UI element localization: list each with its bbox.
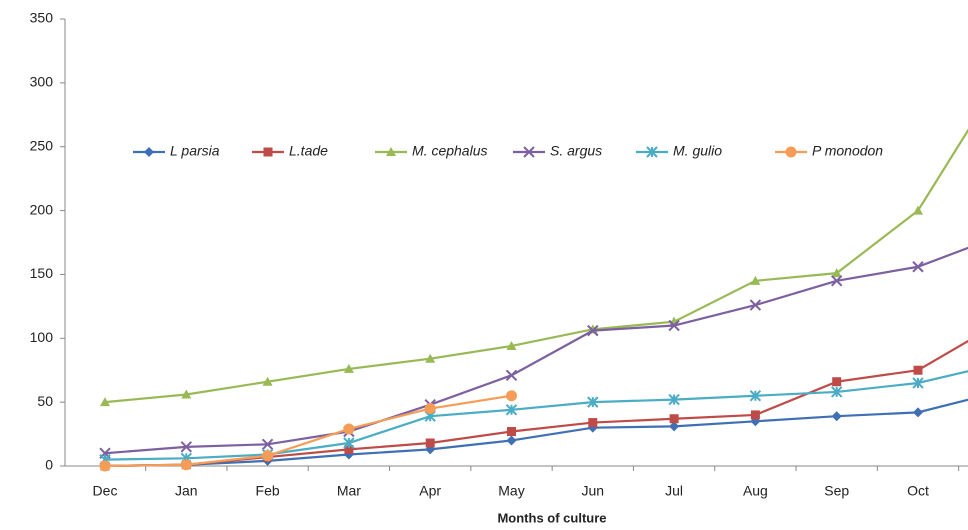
marker [263, 147, 273, 157]
y-tick-label: 250 [30, 137, 54, 153]
marker [830, 386, 843, 398]
legend-item: S. argus [513, 143, 602, 159]
series-line [104, 370, 968, 461]
marker [424, 403, 436, 415]
series-line [104, 246, 968, 455]
legend-item: L parsia [133, 143, 220, 159]
marker [99, 460, 111, 472]
marker [785, 146, 797, 158]
marker [913, 205, 923, 215]
marker [386, 147, 396, 156]
legend-label: M. gulio [673, 143, 722, 159]
marker [505, 369, 518, 382]
y-tick-label: 200 [30, 201, 54, 217]
marker [668, 319, 680, 332]
legend-label: P monodon [812, 143, 883, 159]
x-tick-label: Sep [824, 483, 849, 499]
series-line [104, 398, 968, 468]
marker [343, 363, 354, 373]
x-axis-label: Months of culture [497, 510, 606, 525]
marker [912, 377, 924, 389]
marker [831, 411, 842, 422]
marker [913, 365, 923, 375]
marker [344, 444, 354, 454]
x-tick-label: Aug [743, 483, 768, 499]
marker [261, 438, 274, 450]
marker [749, 390, 762, 402]
x-tick-label: Mar [337, 483, 361, 499]
marker [750, 410, 760, 420]
y-tick-label: 50 [37, 393, 53, 409]
x-tick-label: Jul [665, 483, 683, 499]
legend-label: L.tade [289, 143, 328, 159]
marker [506, 435, 517, 446]
x-tick-label: Oct [907, 483, 929, 499]
marker [180, 441, 193, 453]
marker [831, 268, 842, 278]
marker [749, 299, 762, 311]
marker [343, 423, 355, 435]
marker [669, 421, 680, 432]
marker [425, 353, 436, 363]
y-tick-label: 300 [30, 74, 54, 90]
marker [588, 418, 598, 428]
marker [425, 438, 435, 448]
marker [144, 147, 154, 157]
series-line [104, 394, 512, 468]
marker [181, 389, 192, 399]
y-tick-label: 150 [30, 265, 54, 281]
legend-label: L parsia [170, 143, 220, 159]
legend-label: M. cephalus [412, 143, 487, 159]
y-tick-label: 0 [45, 457, 53, 473]
marker [343, 437, 355, 449]
marker [913, 407, 923, 418]
marker [668, 393, 680, 406]
x-tick-label: Apr [419, 483, 441, 499]
marker [506, 390, 517, 402]
marker [507, 427, 516, 437]
marker [912, 261, 924, 273]
x-tick-label: Jun [582, 483, 605, 499]
marker [587, 396, 599, 408]
marker [587, 324, 599, 337]
x-tick-label: May [498, 483, 524, 499]
marker [180, 459, 192, 471]
marker [832, 377, 842, 387]
x-tick-label: Dec [93, 483, 118, 499]
legend-item: L.tade [252, 143, 328, 159]
marker [505, 404, 518, 416]
legend-label: S. argus [550, 143, 602, 159]
legend-item: M. cephalus [375, 143, 487, 159]
marker [646, 146, 658, 158]
y-tick-label: 100 [30, 329, 54, 345]
y-tick-label: 350 [30, 10, 54, 26]
marker [830, 275, 843, 287]
series-line [104, 128, 968, 404]
marker [262, 376, 273, 386]
marker [750, 275, 761, 285]
marker [669, 414, 679, 424]
marker [100, 397, 110, 407]
x-tick-label: Jan [175, 483, 198, 499]
marker [262, 450, 274, 462]
legend-item: P monodon [775, 143, 883, 159]
marker [523, 146, 535, 158]
legend-item: M. gulio [636, 143, 722, 159]
marker [506, 340, 517, 350]
x-tick-label: Feb [256, 483, 280, 499]
